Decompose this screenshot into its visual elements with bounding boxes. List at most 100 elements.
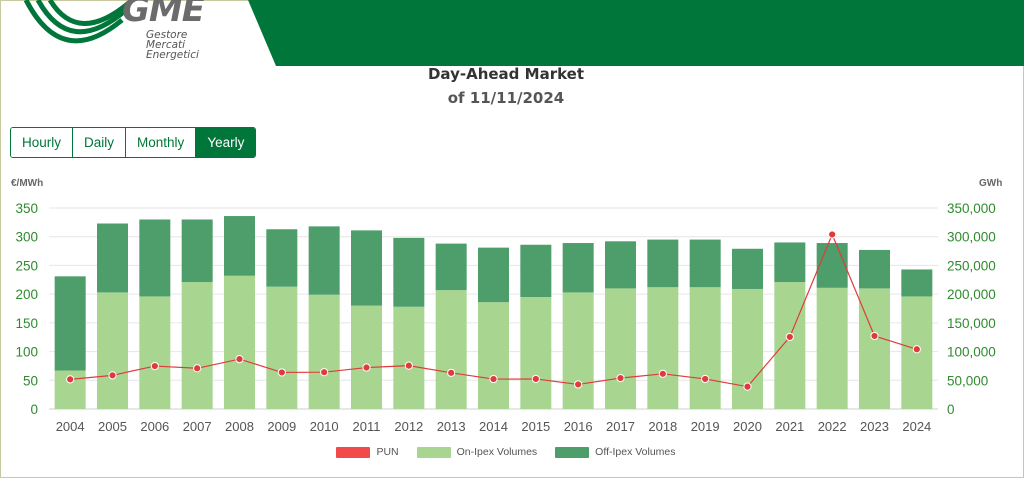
logo-subtext: Gestore Mercati Energetici xyxy=(146,29,199,61)
tab-hourly[interactable]: Hourly xyxy=(11,128,74,157)
bar-on-ipex xyxy=(224,275,255,409)
bar-off-ipex xyxy=(647,239,679,288)
legend-item-pun[interactable]: PUN xyxy=(336,446,399,458)
x-axis-tick-label: 2021 xyxy=(775,419,804,434)
bar-on-ipex xyxy=(774,282,806,409)
bar-on-ipex xyxy=(562,292,594,409)
bar-off-ipex xyxy=(351,230,382,306)
x-axis-tick-label: 2004 xyxy=(56,419,85,434)
bar-on-ipex xyxy=(97,292,128,409)
x-axis-tick-label: 2012 xyxy=(394,419,423,434)
bar-on-ipex xyxy=(181,282,213,409)
x-axis-tick-label: 2022 xyxy=(818,419,847,434)
bar-on-ipex xyxy=(732,288,763,409)
bar-off-ipex xyxy=(435,243,467,291)
bar-off-ipex xyxy=(393,237,425,307)
logo-swoosh-icon xyxy=(23,0,132,44)
bar-off-ipex xyxy=(54,276,86,371)
bar-on-ipex xyxy=(308,294,340,409)
bar-on-ipex xyxy=(689,287,721,409)
logo-brand: GME xyxy=(122,0,205,30)
legend-swatch-off-ipex xyxy=(555,446,590,458)
left-axis-tick-label: 200 xyxy=(15,287,38,302)
bar-on-ipex xyxy=(647,287,679,409)
x-axis-tick-label: 2020 xyxy=(733,419,762,434)
pun-point xyxy=(108,371,117,380)
page-title: Day-Ahead Market xyxy=(427,65,585,83)
right-axis-tick-label: 350,000 xyxy=(947,201,996,216)
x-axis-tick-label: 2015 xyxy=(521,419,550,434)
pun-point xyxy=(235,354,244,364)
x-axis-tick-label: 2010 xyxy=(310,419,339,434)
bar-on-ipex xyxy=(478,302,509,409)
pun-point xyxy=(320,368,329,377)
gme-logo[interactable]: GME Gestore Mercati Energetici xyxy=(22,0,205,66)
bar-on-ipex xyxy=(266,286,298,409)
logo-line-1: Gestore xyxy=(146,29,188,41)
legend-item-on-ipex[interactable]: On-Ipex Volumes xyxy=(416,446,538,458)
right-axis-tick-label: 250,000 xyxy=(947,258,996,273)
bar-on-ipex xyxy=(520,297,552,409)
right-axis-tick-label: 50,000 xyxy=(947,373,988,388)
legend-swatch-on-ipex xyxy=(416,446,451,458)
legend-swatch-pun xyxy=(336,446,371,458)
tab-yearly[interactable]: Yearly xyxy=(196,128,256,157)
legend-label-off-ipex: Off-Ipex Volumes xyxy=(595,446,676,458)
pun-point xyxy=(785,332,794,342)
bar-off-ipex xyxy=(139,219,171,297)
x-axis-tick-label: 2011 xyxy=(353,419,381,434)
right-axis-tick-label: 150,000 xyxy=(947,316,996,331)
left-axis-tick-label: 0 xyxy=(30,402,38,417)
legend-label-pun: PUN xyxy=(376,446,399,458)
x-axis-tick-label: 2017 xyxy=(606,419,635,434)
bar-on-ipex xyxy=(605,288,636,409)
bar-off-ipex xyxy=(859,249,890,289)
x-axis-tick-label: 2009 xyxy=(267,419,296,434)
pun-point xyxy=(574,380,583,389)
right-axis-unit: GWh xyxy=(979,178,1003,189)
pun-point xyxy=(870,331,879,341)
bar-on-ipex xyxy=(351,305,382,409)
x-axis-tick-label: 2016 xyxy=(564,419,593,434)
bar-off-ipex xyxy=(266,229,298,287)
bar-off-ipex xyxy=(97,223,128,293)
left-axis-tick-label: 50 xyxy=(23,373,38,388)
x-axis-tick-label: 2019 xyxy=(691,419,720,434)
tab-daily[interactable]: Daily xyxy=(73,128,127,157)
right-axis-tick-label: 100,000 xyxy=(947,345,996,360)
bar-off-ipex xyxy=(308,226,340,295)
pun-point xyxy=(447,368,456,377)
x-axis-tick-label: 2007 xyxy=(183,419,212,434)
legend-item-off-ipex[interactable]: Off-Ipex Volumes xyxy=(555,446,676,458)
pun-point xyxy=(912,345,921,354)
pun-point xyxy=(362,363,371,372)
pun-point xyxy=(193,364,202,373)
bar-off-ipex xyxy=(520,244,552,298)
bar-off-ipex xyxy=(478,247,509,303)
legend-label-on-ipex: On-Ipex Volumes xyxy=(456,446,538,458)
bar-on-ipex xyxy=(139,296,171,409)
pun-point xyxy=(701,374,710,384)
pun-point xyxy=(828,230,837,239)
x-axis-tick-label: 2013 xyxy=(437,419,466,434)
pun-point xyxy=(743,382,752,391)
logo-line-3: Energetici xyxy=(146,49,199,61)
tab-monthly[interactable]: Monthly xyxy=(126,128,197,157)
x-axis-tick-label: 2018 xyxy=(648,419,677,434)
x-axis-tick-label: 2024 xyxy=(902,419,931,434)
pun-point xyxy=(66,375,75,384)
bar-off-ipex xyxy=(224,216,255,276)
pun-point xyxy=(658,369,667,378)
x-axis-tick-label: 2014 xyxy=(479,419,508,434)
left-axis-tick-label: 300 xyxy=(15,230,38,245)
period-tabs: Hourly Daily Monthly Yearly xyxy=(10,127,257,158)
header-banner xyxy=(248,0,1024,66)
left-axis-tick-label: 100 xyxy=(15,345,38,360)
bar-off-ipex xyxy=(732,248,763,289)
chart-legend: PUN On-Ipex Volumes Off-Ipex Volumes xyxy=(0,446,1012,458)
bar-off-ipex xyxy=(689,239,721,288)
pun-point xyxy=(616,373,625,383)
pun-point xyxy=(404,361,413,370)
bar-off-ipex xyxy=(562,243,594,293)
